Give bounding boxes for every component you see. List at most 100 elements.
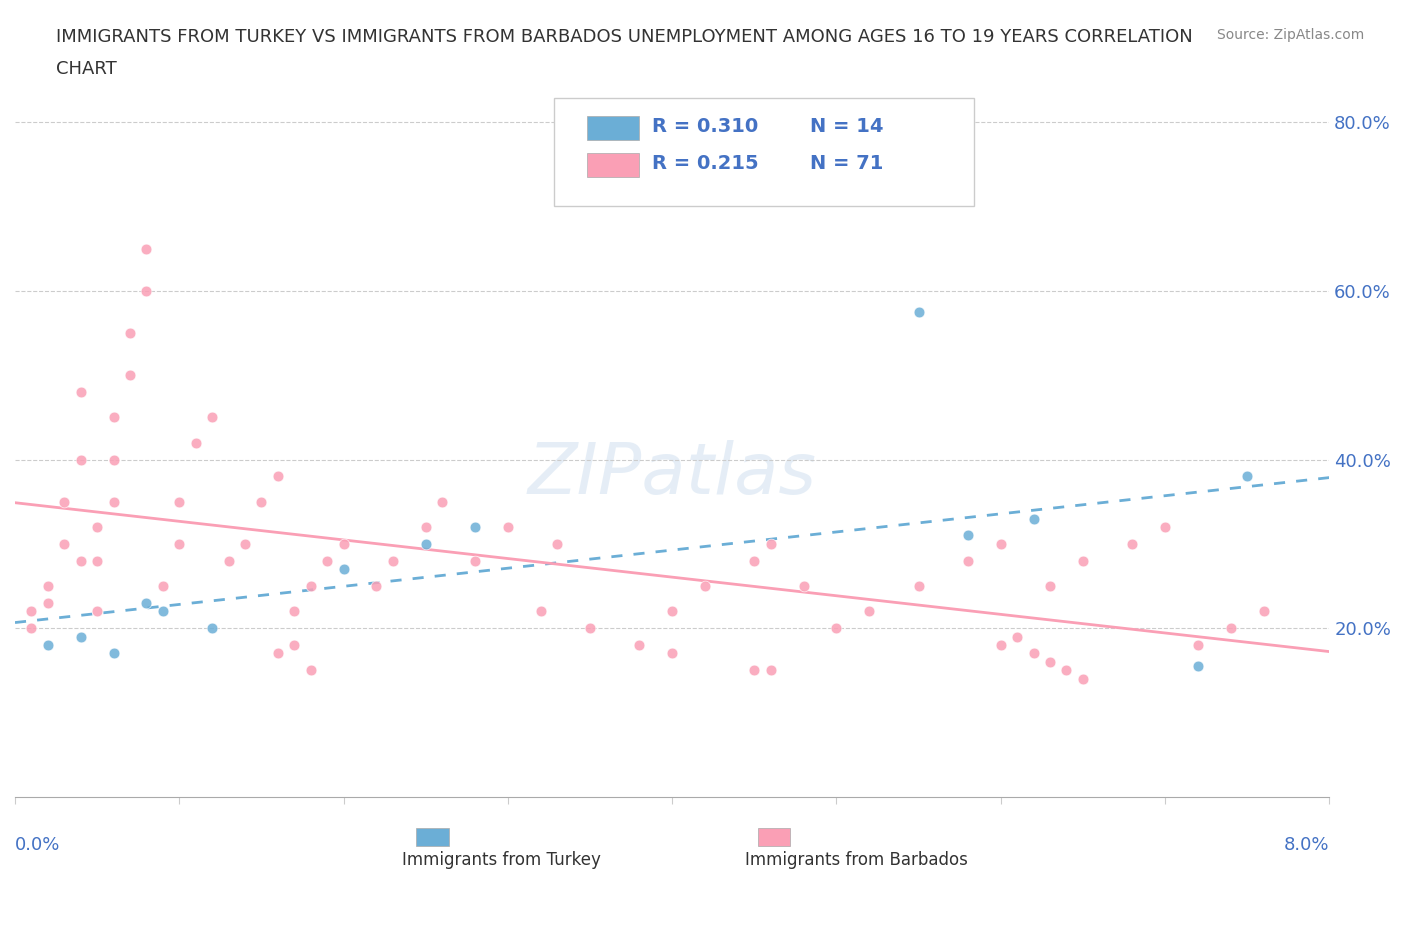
Point xyxy=(1071,553,1094,568)
Point xyxy=(86,553,108,568)
Point xyxy=(233,537,256,551)
Text: Immigrants from Turkey: Immigrants from Turkey xyxy=(402,851,600,869)
Point xyxy=(169,494,191,509)
Text: 8.0%: 8.0% xyxy=(1284,836,1329,855)
Text: R = 0.310: R = 0.310 xyxy=(652,117,759,136)
Point xyxy=(693,578,716,593)
Point xyxy=(1187,638,1209,653)
Point xyxy=(299,578,322,593)
Point xyxy=(1253,604,1275,618)
Point xyxy=(956,528,979,543)
Point xyxy=(103,452,125,467)
Point xyxy=(69,630,91,644)
Text: N = 71: N = 71 xyxy=(810,154,883,174)
Text: Immigrants from Barbados: Immigrants from Barbados xyxy=(745,851,967,869)
Point xyxy=(1071,671,1094,686)
Point xyxy=(1054,663,1077,678)
Point xyxy=(759,537,782,551)
Point xyxy=(152,578,174,593)
Text: 0.0%: 0.0% xyxy=(15,836,60,855)
Point xyxy=(464,520,486,535)
Point xyxy=(267,469,290,484)
Point xyxy=(464,553,486,568)
Point xyxy=(135,284,157,299)
Point xyxy=(546,537,568,551)
Point xyxy=(152,604,174,618)
Point xyxy=(53,494,76,509)
Point xyxy=(1005,630,1028,644)
Text: ZIPatlas: ZIPatlas xyxy=(527,440,817,509)
Point xyxy=(496,520,519,535)
Point xyxy=(184,435,207,450)
Point xyxy=(415,520,437,535)
Point xyxy=(135,241,157,256)
Point xyxy=(661,604,683,618)
Point xyxy=(1039,578,1062,593)
Point xyxy=(169,537,191,551)
FancyBboxPatch shape xyxy=(416,828,449,845)
Text: CHART: CHART xyxy=(56,60,117,78)
Point xyxy=(69,553,91,568)
Point xyxy=(37,578,59,593)
Text: IMMIGRANTS FROM TURKEY VS IMMIGRANTS FROM BARBADOS UNEMPLOYMENT AMONG AGES 16 TO: IMMIGRANTS FROM TURKEY VS IMMIGRANTS FRO… xyxy=(56,28,1192,46)
Point xyxy=(118,326,141,340)
Point xyxy=(759,663,782,678)
Point xyxy=(742,663,765,678)
Point xyxy=(103,646,125,661)
Text: R = 0.215: R = 0.215 xyxy=(652,154,759,174)
Point xyxy=(430,494,453,509)
Point xyxy=(20,620,42,635)
Point xyxy=(990,638,1012,653)
Point xyxy=(825,620,848,635)
Point xyxy=(381,553,404,568)
Point xyxy=(366,578,388,593)
Point xyxy=(283,638,305,653)
FancyBboxPatch shape xyxy=(586,116,640,140)
Point xyxy=(956,553,979,568)
Point xyxy=(661,646,683,661)
Point xyxy=(628,638,651,653)
Point xyxy=(793,578,815,593)
Point xyxy=(135,595,157,610)
FancyBboxPatch shape xyxy=(758,828,790,845)
Point xyxy=(907,578,929,593)
Point xyxy=(86,604,108,618)
Point xyxy=(1236,469,1258,484)
Point xyxy=(1154,520,1177,535)
Point xyxy=(1039,655,1062,670)
Point xyxy=(1219,620,1241,635)
Point xyxy=(103,494,125,509)
Point xyxy=(53,537,76,551)
Point xyxy=(299,663,322,678)
Point xyxy=(201,410,224,425)
Point xyxy=(1022,646,1045,661)
Point xyxy=(990,537,1012,551)
Point xyxy=(1187,658,1209,673)
Point xyxy=(316,553,339,568)
Point xyxy=(283,604,305,618)
Point xyxy=(201,620,224,635)
Point xyxy=(858,604,880,618)
FancyBboxPatch shape xyxy=(554,98,974,206)
Point xyxy=(267,646,290,661)
Text: Source: ZipAtlas.com: Source: ZipAtlas.com xyxy=(1216,28,1364,42)
Point xyxy=(1121,537,1143,551)
Point xyxy=(103,410,125,425)
Point xyxy=(579,620,602,635)
Point xyxy=(69,452,91,467)
Point xyxy=(20,604,42,618)
Point xyxy=(37,595,59,610)
Point xyxy=(250,494,273,509)
Text: N = 14: N = 14 xyxy=(810,117,883,136)
Point xyxy=(530,604,553,618)
Point xyxy=(415,537,437,551)
Point xyxy=(332,537,354,551)
Point xyxy=(37,638,59,653)
Point xyxy=(218,553,240,568)
FancyBboxPatch shape xyxy=(586,153,640,177)
Point xyxy=(742,553,765,568)
Point xyxy=(69,385,91,400)
Point xyxy=(907,304,929,319)
Point xyxy=(1022,512,1045,526)
Point xyxy=(118,367,141,382)
